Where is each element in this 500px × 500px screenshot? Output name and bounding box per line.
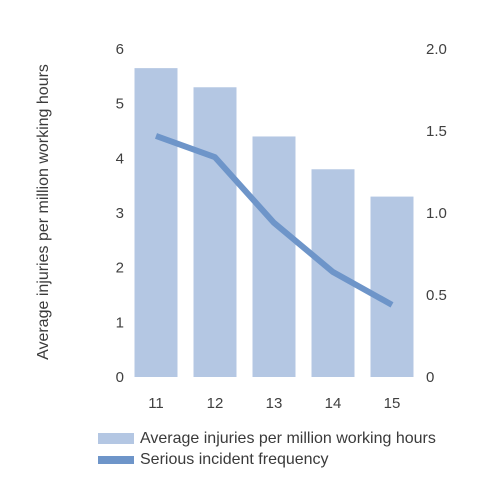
x-tick-label: 15 xyxy=(384,395,401,412)
y-tick-label-right: 1.0 xyxy=(426,205,447,222)
y-tick-label-left: 2 xyxy=(116,260,124,277)
y-axis-title: Average injuries per million working hou… xyxy=(35,64,52,360)
y-tick-label-right: 0 xyxy=(426,369,434,386)
y-tick-label-right: 2.0 xyxy=(426,41,447,58)
x-tick-label: 11 xyxy=(148,395,164,412)
legend-swatch-line xyxy=(98,455,134,464)
y-tick-label-left: 1 xyxy=(116,314,124,331)
x-tick-label: 12 xyxy=(207,395,224,412)
legend: Average injuries per million working hou… xyxy=(98,428,436,470)
legend-item-incident: Serious incident frequency xyxy=(98,449,436,470)
legend-label-injuries: Average injuries per million working hou… xyxy=(140,429,436,447)
y-tick-label-right: 1.5 xyxy=(426,123,447,140)
x-tick-label: 13 xyxy=(266,395,283,412)
bar-12 xyxy=(193,87,237,378)
bar-13 xyxy=(252,136,296,377)
bar-11 xyxy=(134,68,178,377)
bar-15 xyxy=(370,196,414,377)
y-tick-label-left: 0 xyxy=(116,369,124,386)
legend-item-injuries: Average injuries per million working hou… xyxy=(98,428,436,449)
y-tick-label-right: 0.5 xyxy=(426,287,447,304)
legend-label-incident: Serious incident frequency xyxy=(140,450,329,468)
y-tick-label-left: 4 xyxy=(116,150,124,167)
y-tick-label-left: 3 xyxy=(116,205,124,222)
y-tick-label-left: 6 xyxy=(116,41,124,58)
y-tick-label-left: 5 xyxy=(116,96,124,113)
legend-swatch-bar xyxy=(98,433,134,444)
x-tick-label: 14 xyxy=(325,395,342,412)
